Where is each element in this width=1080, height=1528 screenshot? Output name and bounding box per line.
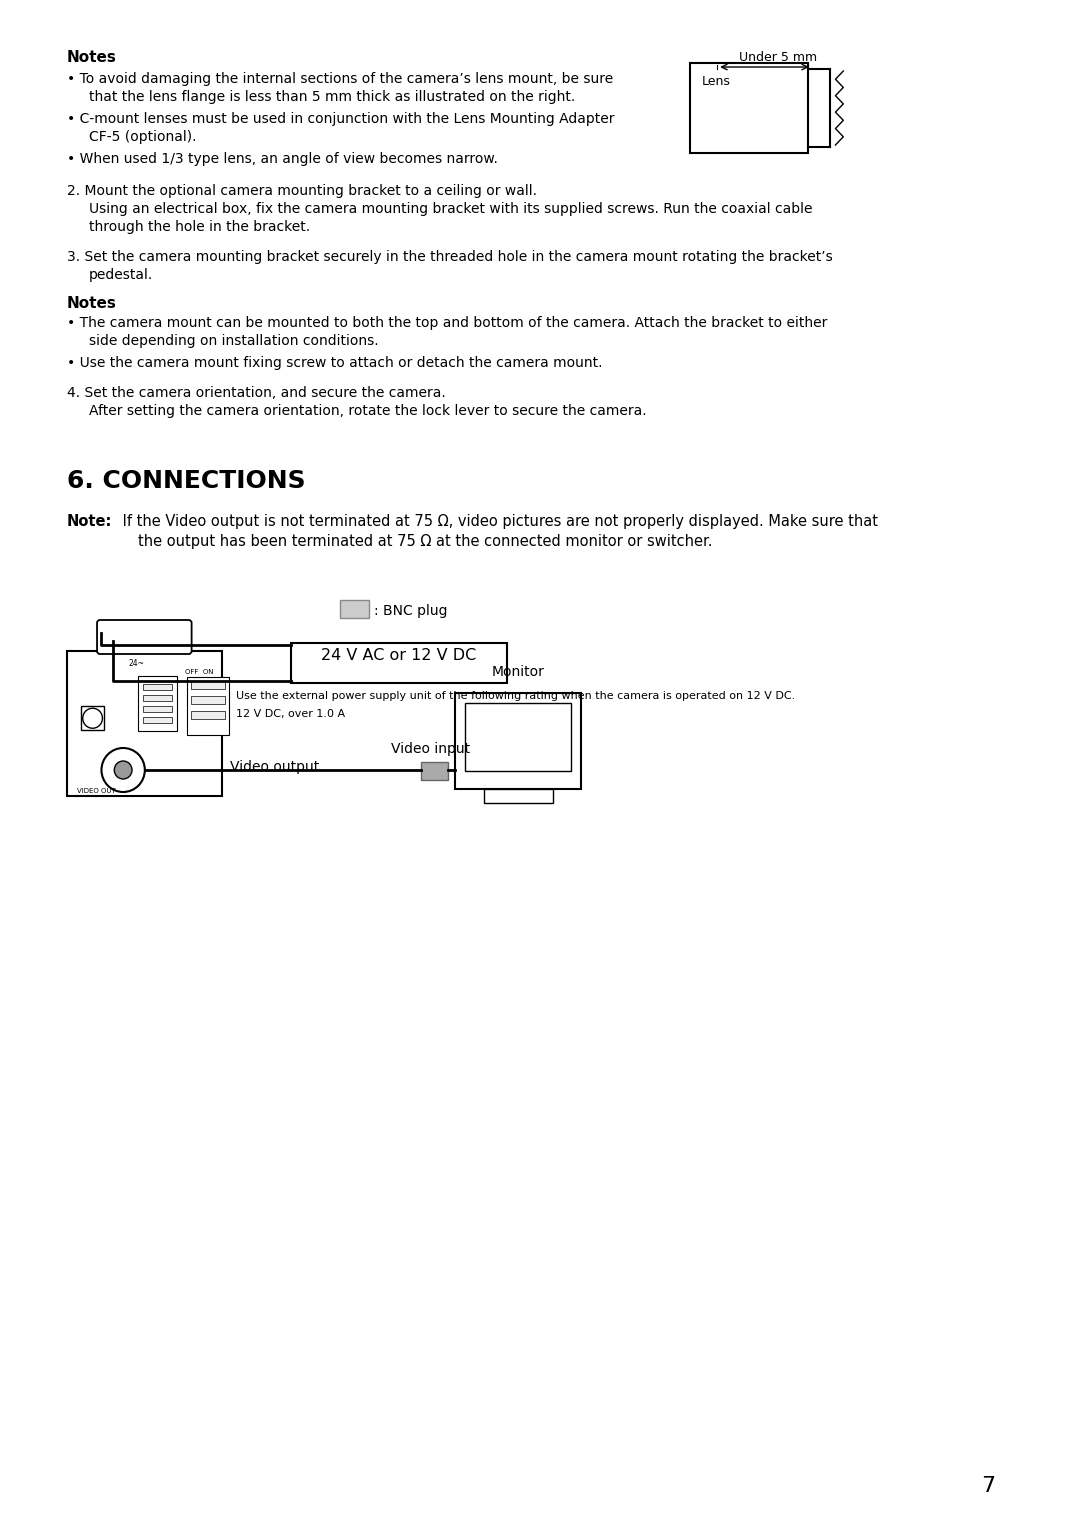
Text: side depending on installation conditions.: side depending on installation condition… [89, 335, 378, 348]
Text: Notes: Notes [67, 296, 117, 312]
Bar [291, 643, 508, 683]
Text: Under 5 mm: Under 5 mm [739, 50, 816, 64]
Bar [143, 706, 173, 712]
Text: CF-5 (optional).: CF-5 (optional). [89, 130, 197, 144]
Bar [67, 651, 221, 796]
Bar [191, 681, 225, 689]
Bar [465, 703, 571, 772]
Text: Video output: Video output [230, 759, 319, 775]
Text: Monitor: Monitor [491, 665, 544, 678]
Text: • Use the camera mount fixing screw to attach or detach the camera mount.: • Use the camera mount fixing screw to a… [67, 356, 603, 370]
Text: 3. Set the camera mounting bracket securely in the threaded hole in the camera m: 3. Set the camera mounting bracket secur… [67, 251, 833, 264]
Bar [484, 788, 553, 804]
Text: Use the external power supply unit of the following rating when the camera is op: Use the external power supply unit of th… [237, 691, 796, 701]
Text: • To avoid damaging the internal sections of the camera’s lens mount, be sure: • To avoid damaging the internal section… [67, 72, 613, 86]
Text: • When used 1/3 type lens, an angle of view becomes narrow.: • When used 1/3 type lens, an angle of v… [67, 151, 498, 167]
Text: through the hole in the bracket.: through the hole in the bracket. [89, 220, 310, 234]
Circle shape [114, 761, 132, 779]
Text: 24 V AC or 12 V DC: 24 V AC or 12 V DC [322, 648, 476, 663]
Text: 24~: 24~ [129, 659, 144, 668]
Bar [191, 711, 225, 720]
Text: If the Video output is not terminated at 75 Ω, video pictures are not properly d: If the Video output is not terminated at… [118, 513, 878, 529]
Text: 7: 7 [981, 1476, 995, 1496]
Text: the output has been terminated at 75 Ω at the connected monitor or switcher.: the output has been terminated at 75 Ω a… [138, 533, 713, 549]
Text: Note:: Note: [67, 513, 112, 529]
Text: Lens: Lens [701, 75, 730, 89]
Bar [191, 697, 225, 704]
Text: After setting the camera orientation, rotate the lock lever to secure the camera: After setting the camera orientation, ro… [89, 403, 646, 419]
Text: • The camera mount can be mounted to both the top and bottom of the camera. Atta: • The camera mount can be mounted to bot… [67, 316, 827, 330]
Text: Using an electrical box, fix the camera mounting bracket with its supplied screw: Using an electrical box, fix the camera … [89, 202, 812, 215]
Text: 6. CONNECTIONS: 6. CONNECTIONS [67, 469, 306, 494]
Text: 2. Mount the optional camera mounting bracket to a ceiling or wall.: 2. Mount the optional camera mounting br… [67, 183, 537, 199]
FancyBboxPatch shape [97, 620, 191, 654]
Bar [340, 601, 369, 617]
Text: pedestal.: pedestal. [89, 267, 153, 283]
Text: Video input: Video input [391, 743, 470, 756]
Bar [143, 717, 173, 723]
Text: 4. Set the camera orientation, and secure the camera.: 4. Set the camera orientation, and secur… [67, 387, 446, 400]
Bar [421, 762, 448, 779]
Text: Notes: Notes [67, 50, 117, 66]
Bar [138, 675, 177, 730]
Text: that the lens flange is less than 5 mm thick as illustrated on the right.: that the lens flange is less than 5 mm t… [89, 90, 575, 104]
Text: VIDEO OUT: VIDEO OUT [77, 788, 116, 795]
Text: : BNC plug: : BNC plug [375, 604, 448, 617]
Text: OFF  ON: OFF ON [185, 669, 214, 675]
Bar [143, 683, 173, 689]
Text: 12 V DC, over 1.0 A: 12 V DC, over 1.0 A [237, 709, 346, 720]
Bar [187, 677, 229, 735]
Bar [690, 63, 808, 153]
Text: • C-mount lenses must be used in conjunction with the Lens Mounting Adapter: • C-mount lenses must be used in conjunc… [67, 112, 615, 125]
Bar [455, 694, 581, 788]
Bar [81, 706, 105, 730]
Bar [143, 695, 173, 701]
